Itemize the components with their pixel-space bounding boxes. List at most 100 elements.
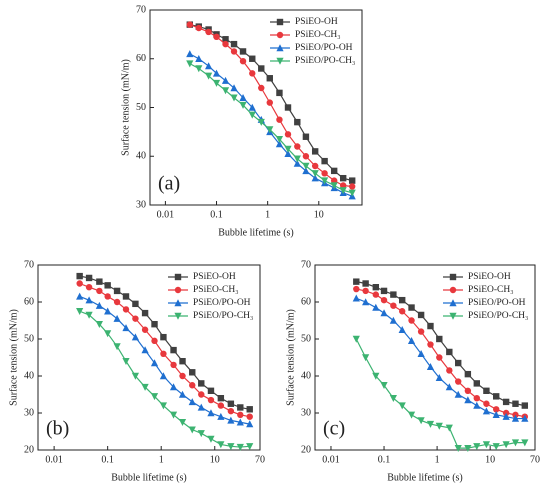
marker — [141, 309, 149, 317]
marker — [330, 167, 338, 175]
panel-label: (b) — [46, 418, 69, 440]
marker — [284, 150, 292, 158]
marker — [302, 153, 310, 160]
marker — [227, 443, 235, 451]
marker — [122, 324, 130, 332]
marker — [321, 170, 328, 177]
marker — [407, 411, 416, 419]
marker — [294, 118, 301, 126]
marker — [380, 296, 388, 304]
marker — [207, 396, 215, 404]
y-tick-label: 20 — [301, 444, 311, 455]
marker — [113, 314, 121, 322]
marker — [249, 55, 256, 62]
legend-label: PSiEO-CH₃ — [468, 285, 514, 295]
x-tick-label: 10 — [314, 209, 324, 220]
marker — [426, 362, 435, 370]
y-tick-label: 60 — [301, 296, 311, 307]
legend-marker — [174, 312, 182, 320]
marker — [353, 285, 360, 293]
marker — [417, 417, 425, 425]
marker — [188, 398, 196, 406]
marker — [493, 393, 500, 400]
marker — [178, 419, 187, 427]
marker — [76, 272, 83, 280]
marker — [76, 280, 83, 287]
marker — [96, 287, 103, 295]
marker — [362, 287, 369, 295]
marker — [321, 157, 328, 165]
marker — [511, 439, 520, 447]
y-axis-label: Surface tension (mN/m) — [8, 309, 19, 406]
marker — [237, 411, 244, 419]
marker — [266, 99, 273, 106]
marker — [372, 303, 380, 311]
legend-marker — [449, 273, 457, 281]
x-tick-label: 1 — [159, 454, 164, 465]
y-tick-label: 40 — [24, 370, 34, 381]
marker — [205, 62, 213, 70]
marker — [205, 28, 212, 36]
legend-label: PSiEO-CH₃ — [295, 30, 341, 40]
marker — [122, 293, 130, 300]
marker — [482, 407, 491, 415]
marker — [151, 321, 158, 328]
marker — [150, 393, 159, 401]
marker — [521, 402, 529, 409]
marker — [372, 291, 380, 298]
marker — [380, 287, 388, 295]
marker — [230, 84, 238, 92]
marker — [408, 304, 415, 311]
marker — [435, 374, 443, 382]
marker — [213, 33, 220, 41]
legend-label: PSiEO-OH — [193, 272, 236, 282]
panel-label: (a) — [158, 173, 180, 195]
marker — [169, 411, 178, 419]
marker — [339, 182, 347, 189]
x-tick-label: 0.01 — [45, 454, 63, 465]
x-tick-label: 1 — [265, 209, 270, 220]
marker — [230, 48, 238, 55]
marker — [141, 383, 149, 391]
y-axis-label: Surface tension (mN/m) — [285, 309, 296, 406]
marker — [352, 294, 360, 302]
marker — [96, 278, 103, 285]
legend-marker — [449, 286, 457, 294]
legend-label: PSiEO/PO-CH₃ — [295, 56, 355, 66]
marker — [122, 358, 130, 365]
marker — [237, 404, 244, 411]
legend-label: PSiEO/PO-CH₃ — [468, 311, 528, 321]
marker — [311, 170, 319, 178]
marker — [390, 302, 397, 309]
marker — [230, 40, 238, 48]
marker — [151, 337, 158, 345]
marker — [399, 296, 406, 304]
y-tick-label: 30 — [301, 407, 311, 418]
marker — [186, 50, 194, 58]
marker — [427, 322, 434, 330]
y-tick-label: 40 — [301, 370, 311, 381]
marker — [502, 412, 510, 420]
marker — [207, 409, 215, 417]
marker — [170, 361, 177, 369]
marker — [85, 284, 93, 291]
marker — [483, 387, 490, 394]
marker — [492, 443, 500, 451]
marker — [284, 131, 292, 138]
marker — [362, 354, 370, 362]
marker — [186, 60, 194, 68]
x-tick-label: 10 — [210, 454, 220, 465]
marker — [222, 40, 229, 48]
legend-marker — [276, 57, 284, 65]
marker — [195, 65, 203, 73]
marker — [294, 143, 301, 150]
marker — [293, 155, 301, 163]
legend-label: PSiEO-CH₃ — [193, 285, 239, 295]
marker — [407, 337, 416, 345]
marker — [362, 280, 369, 287]
marker — [197, 403, 205, 411]
marker — [207, 435, 215, 443]
marker — [104, 282, 111, 289]
marker — [159, 402, 168, 410]
y-tick-label: 60 — [24, 296, 34, 307]
